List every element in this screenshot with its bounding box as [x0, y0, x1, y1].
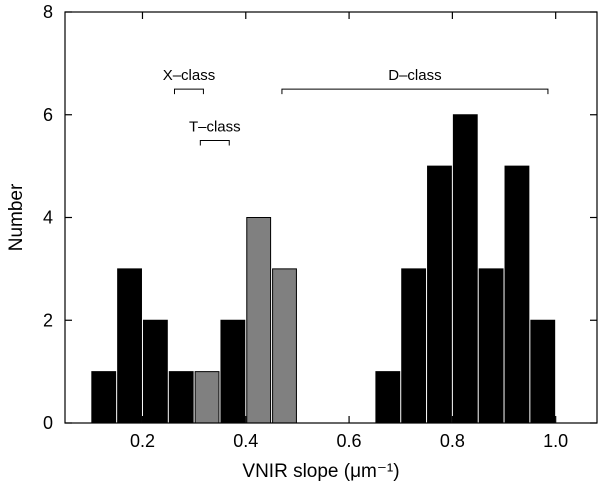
histogram-bar: [142, 319, 168, 424]
histogram-bar: [401, 268, 427, 424]
ticks-layer: 0.2 0.4 0.6 0.8 1.0 0 2 4 6 8: [43, 2, 597, 451]
histogram-bar: [375, 371, 401, 424]
class-range-bracket: [281, 88, 549, 95]
class-range-bracket: [173, 88, 204, 95]
class-range-label: T–class: [189, 118, 241, 135]
histogram-bar: [452, 114, 478, 424]
y-tick-label: 0: [43, 413, 53, 433]
histogram-bar: [530, 319, 556, 424]
histogram-bar: [168, 371, 194, 424]
histogram-bar: [91, 371, 117, 424]
x-tick-label: 0.8: [440, 431, 465, 451]
bars-layer: [91, 114, 556, 424]
class-range-bracket: [199, 139, 230, 146]
x-axis-label: VNIR slope (μm⁻¹): [242, 461, 399, 482]
y-tick-label: 6: [43, 105, 53, 125]
y-tick-label: 4: [43, 208, 53, 228]
histogram-bar: [117, 268, 142, 424]
histogram-bar: [194, 371, 220, 424]
histogram-bar: [246, 217, 272, 424]
histogram-bar: [478, 268, 504, 424]
class-range-label: X–class: [163, 67, 216, 84]
histogram-bar: [220, 319, 246, 424]
annotations-layer: X–class T–class D–class: [163, 67, 549, 146]
x-tick-label: 0.4: [233, 431, 258, 451]
histogram-bar: [427, 165, 452, 424]
x-tick-label: 0.2: [130, 431, 155, 451]
histogram-bar: [504, 165, 530, 424]
class-range-label: D–class: [388, 67, 441, 84]
x-tick-label: 1.0: [543, 431, 568, 451]
histogram-bar: [272, 268, 297, 424]
x-tick-label: 0.6: [337, 431, 362, 451]
y-axis-label: Number: [6, 183, 27, 251]
y-tick-label: 2: [43, 310, 53, 330]
y-tick-label: 8: [43, 2, 53, 22]
